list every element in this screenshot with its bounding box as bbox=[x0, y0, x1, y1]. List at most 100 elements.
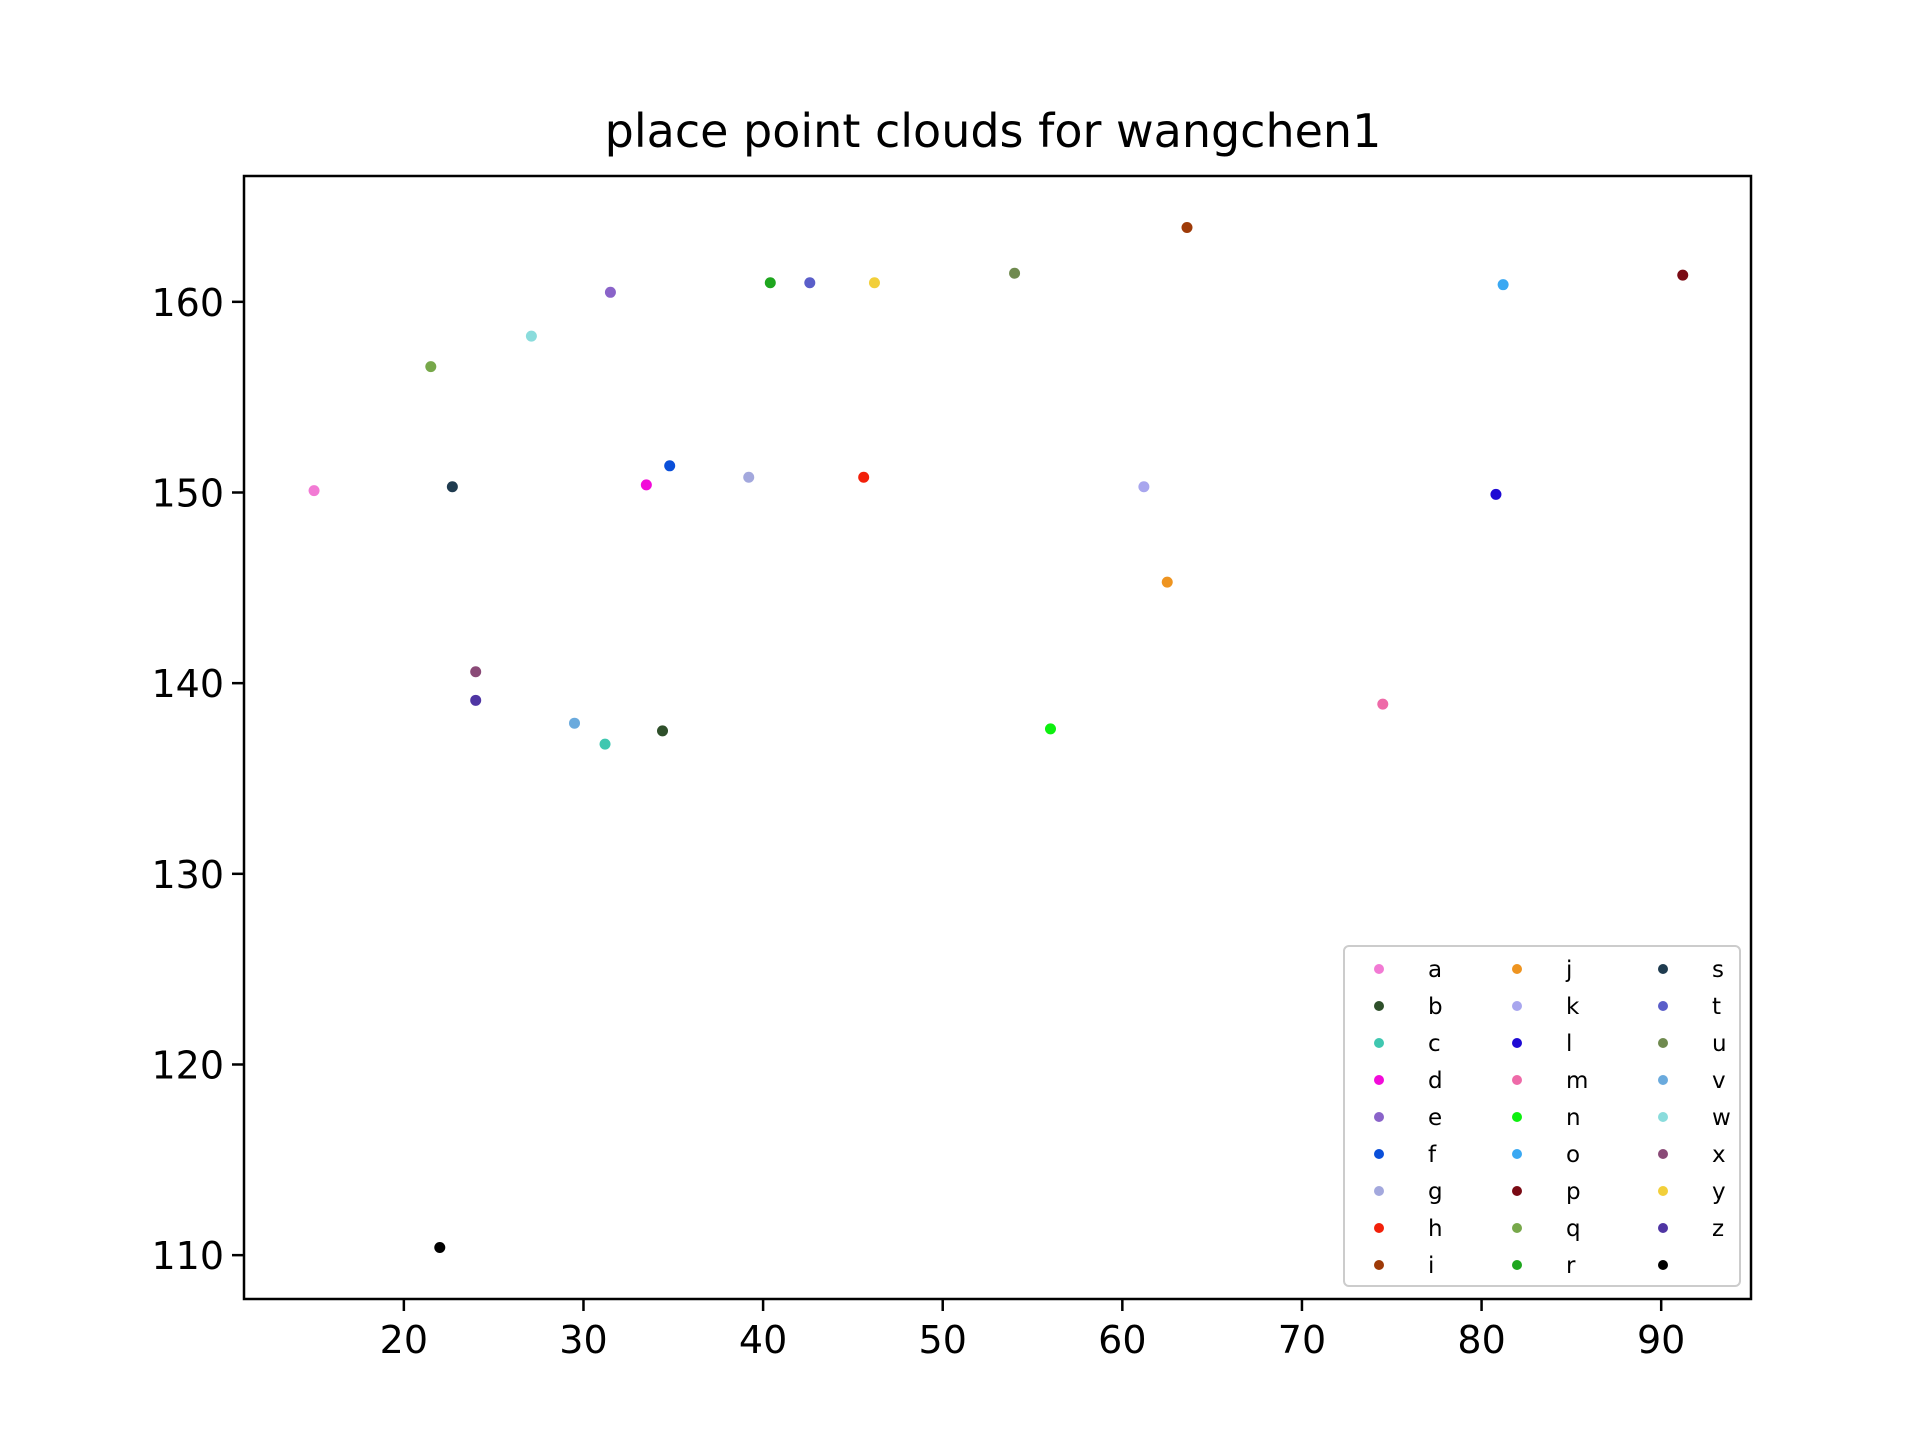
legend-marker-z bbox=[1658, 1223, 1668, 1233]
data-point-l bbox=[1490, 488, 1502, 500]
x-tick-label: 90 bbox=[1637, 1318, 1685, 1362]
data-point-i bbox=[1181, 221, 1193, 233]
legend-label: b bbox=[1428, 994, 1443, 1020]
y-tick-label: 130 bbox=[151, 853, 224, 897]
legend-label: s bbox=[1712, 957, 1724, 983]
y-tick-label: 140 bbox=[151, 662, 224, 706]
legend-marker-j bbox=[1512, 964, 1522, 974]
data-point-v bbox=[568, 717, 580, 729]
legend-label: j bbox=[1565, 957, 1572, 983]
data-point-k bbox=[1138, 481, 1150, 493]
y-tick-label: 110 bbox=[151, 1234, 224, 1278]
x-tick-label: 80 bbox=[1457, 1318, 1505, 1362]
axes-frame bbox=[242, 174, 1753, 1301]
legend-marker-f bbox=[1374, 1149, 1384, 1159]
legend-label: t bbox=[1712, 994, 1721, 1020]
x-tick-label: 30 bbox=[559, 1318, 607, 1362]
legend-marker-v bbox=[1658, 1075, 1668, 1085]
data-point-e bbox=[604, 286, 616, 298]
legend-label: k bbox=[1566, 994, 1580, 1020]
plot-area bbox=[308, 221, 1689, 1254]
data-point-c bbox=[599, 738, 611, 750]
legend-marker-c bbox=[1374, 1038, 1384, 1048]
legend-marker-r bbox=[1512, 1260, 1522, 1270]
legend-label: m bbox=[1566, 1068, 1588, 1094]
data-point-n bbox=[1044, 723, 1056, 735]
legend-marker-s bbox=[1658, 964, 1668, 974]
legend-label: a bbox=[1428, 957, 1442, 983]
legend-label: d bbox=[1428, 1068, 1443, 1094]
chart-title: place point clouds for wangchen1 bbox=[605, 104, 1382, 158]
legend-label: g bbox=[1428, 1179, 1443, 1205]
legend-marker-n bbox=[1512, 1112, 1522, 1122]
legend-marker-l bbox=[1512, 1038, 1522, 1048]
data-point-p bbox=[1677, 269, 1689, 281]
data-point-h bbox=[858, 471, 870, 483]
data-point-b bbox=[657, 725, 669, 737]
legend-marker-o bbox=[1512, 1149, 1522, 1159]
legend-marker-p bbox=[1512, 1186, 1522, 1196]
legend-box bbox=[1343, 945, 1741, 1287]
legend-marker-u bbox=[1658, 1038, 1668, 1048]
legend-marker-x bbox=[1658, 1149, 1668, 1159]
x-tick-label: 60 bbox=[1098, 1318, 1146, 1362]
legend-marker-t bbox=[1658, 1001, 1668, 1011]
legend-label: q bbox=[1566, 1216, 1581, 1242]
x-tick-label: 20 bbox=[380, 1318, 428, 1362]
legend-label: n bbox=[1566, 1105, 1581, 1131]
legend-label: y bbox=[1712, 1179, 1726, 1205]
legend-label: p bbox=[1566, 1179, 1581, 1205]
x-tick-label: 70 bbox=[1278, 1318, 1326, 1362]
data-point-u bbox=[1009, 267, 1021, 279]
legend-marker-q bbox=[1512, 1223, 1522, 1233]
legend-marker-g bbox=[1374, 1186, 1384, 1196]
data-point-r bbox=[764, 277, 776, 289]
data-point-g bbox=[743, 471, 755, 483]
data-point-a bbox=[308, 485, 320, 497]
y-tick-label: 150 bbox=[151, 471, 224, 515]
data-point-m bbox=[1377, 698, 1389, 710]
axes: 20 30 40 50 60 70 80 90 110 120 130 140 150 160 bbox=[151, 174, 1753, 1362]
legend-marker-w bbox=[1658, 1112, 1668, 1122]
data-point-x bbox=[470, 666, 482, 678]
legend-label: z bbox=[1712, 1216, 1724, 1242]
data-point-t bbox=[804, 277, 816, 289]
legend-label: l bbox=[1566, 1031, 1572, 1057]
legend-label: r bbox=[1566, 1253, 1576, 1279]
legend-marker-a bbox=[1374, 964, 1384, 974]
data-point-d bbox=[640, 479, 652, 491]
legend-marker-h bbox=[1374, 1223, 1384, 1233]
legend-label: i bbox=[1428, 1253, 1434, 1279]
legend-marker-e bbox=[1374, 1112, 1384, 1122]
x-tick-label: 40 bbox=[739, 1318, 787, 1362]
data-point-unlabeled bbox=[434, 1242, 446, 1254]
legend-label: u bbox=[1712, 1031, 1727, 1057]
data-point-j bbox=[1161, 576, 1173, 588]
data-point-f bbox=[664, 460, 676, 472]
legend-label: o bbox=[1566, 1142, 1580, 1168]
data-point-w bbox=[525, 330, 537, 342]
legend-marker-b bbox=[1374, 1001, 1384, 1011]
data-point-q bbox=[425, 361, 437, 373]
legend-label: h bbox=[1428, 1216, 1443, 1242]
legend-label: w bbox=[1712, 1105, 1731, 1131]
x-tick-label: 50 bbox=[919, 1318, 967, 1362]
data-point-y bbox=[868, 277, 880, 289]
legend-marker-y bbox=[1658, 1186, 1668, 1196]
y-tick-label: 120 bbox=[151, 1043, 224, 1087]
data-point-s bbox=[446, 481, 458, 493]
data-point-o bbox=[1497, 279, 1509, 291]
legend-marker-d bbox=[1374, 1075, 1384, 1085]
legend-marker-m bbox=[1512, 1075, 1522, 1085]
legend-label: e bbox=[1428, 1105, 1442, 1131]
legend-marker-k bbox=[1512, 1001, 1522, 1011]
y-tick-label: 160 bbox=[151, 281, 224, 325]
legend-label: f bbox=[1428, 1142, 1437, 1168]
legend-label: x bbox=[1712, 1142, 1726, 1168]
data-point-z bbox=[470, 694, 482, 706]
legend-marker-unlabeled bbox=[1658, 1260, 1668, 1270]
legend-label: v bbox=[1712, 1068, 1726, 1094]
